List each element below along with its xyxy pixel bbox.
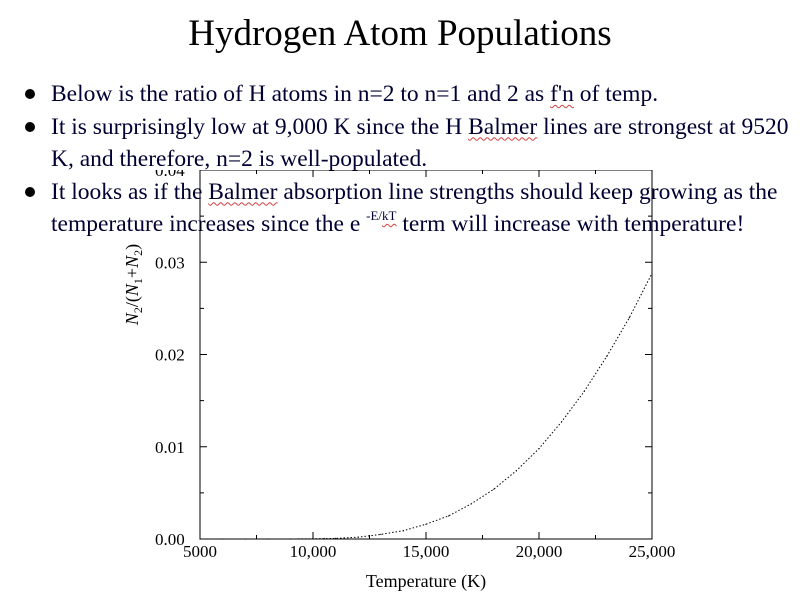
bullet-text: -E/ <box>366 208 383 223</box>
y-axis-label-part: 2 <box>131 307 145 313</box>
x-tick-label: 15,000 <box>403 542 450 561</box>
data-point <box>199 538 201 540</box>
data-point <box>289 538 291 540</box>
data-point <box>651 272 653 274</box>
bullet-text: Balmer <box>468 113 538 140</box>
plot-frame <box>199 170 653 540</box>
y-tick-label: 0.04 <box>155 170 185 180</box>
y-axis-label: N2/(N1+N2) <box>122 244 145 326</box>
bullet-dot-icon <box>25 89 35 99</box>
data-point <box>323 538 325 540</box>
data-point <box>493 488 495 490</box>
bullet-dot-icon <box>25 186 35 197</box>
data-point <box>335 537 337 539</box>
bullet-text: It looks as if the <box>51 178 209 205</box>
data-point <box>538 447 540 450</box>
data-point <box>222 538 224 540</box>
data-point <box>402 530 404 532</box>
y-tick-label: 0.00 <box>155 530 185 549</box>
data-point <box>606 355 608 357</box>
data-point <box>244 538 246 540</box>
y-axis-label-part: + <box>122 268 142 278</box>
data-point <box>561 421 563 423</box>
y-axis-label-part: N <box>122 255 142 269</box>
data-point <box>312 538 314 540</box>
bullet-text: absorption line strengths should keep gr… <box>51 178 778 238</box>
data-point <box>470 503 472 505</box>
bullet-text: Balmer <box>208 178 278 205</box>
bullet-text: Below is the ratio of H atoms in n=2 to … <box>51 81 551 107</box>
y-tick-label: 0.03 <box>155 253 185 272</box>
y-axis-label-part: 1 <box>131 278 145 284</box>
bullet-dot-icon <box>25 121 35 132</box>
data-point <box>425 523 427 525</box>
x-axis-label: Temperature (K) <box>366 571 486 592</box>
population-chart: 5000 10,000 15,000 20,000 25,000 0.00 0.01 0.02… <box>122 170 676 592</box>
y-axis-label-part: /( <box>122 296 143 307</box>
y-axis-label-part: 2 <box>131 250 145 256</box>
x-tick-label: 10,000 <box>290 542 337 561</box>
bullet-text: It is surprisingly low at 9,000 K since … <box>51 113 469 140</box>
bullet-item: It is surprisingly low at 9,000 K since … <box>22 111 792 176</box>
data-point <box>357 536 359 538</box>
bullet-list: Below is the ratio of H atoms in n=2 to … <box>22 78 792 241</box>
x-tick-label: 5000 <box>183 542 217 561</box>
data-point <box>380 533 382 535</box>
bullet-text: of temp. <box>573 81 659 107</box>
y-axis-label-part: ) <box>122 244 143 250</box>
bullet-item: It looks as if the Balmer absorption lin… <box>22 176 792 241</box>
y-tick-label: 0.02 <box>155 346 185 365</box>
series-line <box>200 273 653 540</box>
data-point <box>515 470 517 472</box>
x-tick-label: 20,000 <box>516 542 563 561</box>
bullet-text: kT <box>382 208 397 223</box>
data-point <box>628 317 631 319</box>
bullet-text: lines are strongest at 9520 K, and there… <box>51 113 789 173</box>
y-tick-label: 0.01 <box>155 438 185 457</box>
y-axis-label-part: N <box>122 283 142 297</box>
x-tick-label: 25,000 <box>629 542 676 561</box>
data-point <box>583 390 585 392</box>
y-axis-label-part: N <box>122 312 142 326</box>
data-point <box>267 538 269 540</box>
bullet-text: f'n <box>550 81 574 107</box>
bullet-text: term will increase with temperature! <box>396 211 745 237</box>
slide-title: Hydrogen Atom Populations <box>188 13 612 54</box>
bullet-item: Below is the ratio of H atoms in n=2 to … <box>22 78 792 111</box>
data-point <box>448 515 450 517</box>
